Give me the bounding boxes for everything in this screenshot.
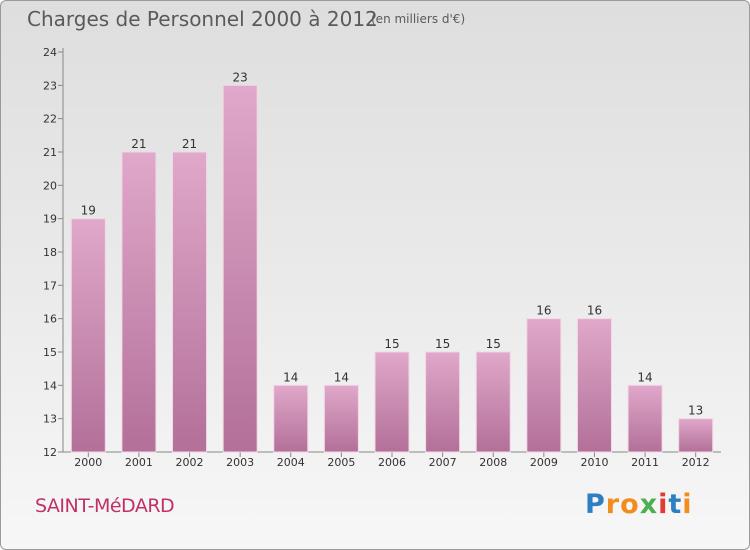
bar — [273, 384, 309, 453]
data-label: 14 — [283, 370, 298, 384]
data-label: 23 — [233, 70, 248, 84]
data-label: 16 — [587, 304, 602, 318]
data-label: 21 — [182, 137, 197, 151]
bar — [627, 384, 663, 453]
y-tick-label: 17 — [43, 279, 57, 292]
x-tick-label: 2001 — [125, 456, 153, 469]
data-label: 15 — [435, 337, 450, 351]
x-tick-label: 2009 — [530, 456, 558, 469]
data-label: 15 — [384, 337, 399, 351]
bar — [70, 218, 106, 453]
x-tick-label: 2004 — [277, 456, 305, 469]
logo-letter: i — [682, 489, 693, 520]
location-name: SAINT-MéDARD — [35, 495, 175, 517]
data-label: 16 — [536, 304, 551, 318]
y-tick-label: 12 — [43, 446, 57, 459]
y-tick-label: 16 — [43, 313, 57, 326]
y-tick-label: 20 — [43, 179, 57, 192]
logo-letter: P — [585, 489, 606, 520]
x-tick-label: 2008 — [479, 456, 507, 469]
logo-letter: r — [605, 489, 621, 520]
x-tick-label: 2012 — [682, 456, 710, 469]
y-tick-label: 19 — [43, 213, 57, 226]
bar — [678, 418, 714, 453]
data-label: 14 — [637, 370, 652, 384]
x-tick-label: 2011 — [631, 456, 659, 469]
x-tick-label: 2005 — [327, 456, 355, 469]
logo-letter: i — [658, 489, 669, 520]
bar — [323, 384, 359, 453]
y-tick-label: 14 — [43, 379, 57, 392]
data-label: 14 — [334, 370, 349, 384]
chart-title: Charges de Personnel 2000 à 2012 — [27, 7, 378, 31]
x-tick-label: 2002 — [176, 456, 204, 469]
x-tick-label: 2006 — [378, 456, 406, 469]
y-tick-label: 18 — [43, 246, 57, 259]
y-tick-label: 23 — [43, 79, 57, 92]
bar — [374, 351, 410, 453]
data-label: 15 — [486, 337, 501, 351]
y-tick-label: 24 — [43, 46, 57, 59]
bar — [475, 351, 511, 453]
proxiti-logo: Proxiti — [585, 489, 693, 520]
bar — [121, 151, 157, 453]
bar — [526, 318, 562, 453]
logo-letter: t — [668, 489, 683, 520]
bar — [425, 351, 461, 453]
x-tick-label: 2010 — [580, 456, 608, 469]
x-tick-label: 2007 — [429, 456, 457, 469]
bar — [172, 151, 208, 453]
data-label: 21 — [131, 137, 146, 151]
y-tick-label: 13 — [43, 413, 57, 426]
data-label: 19 — [81, 204, 96, 218]
y-tick-label: 21 — [43, 146, 57, 159]
data-label: 13 — [688, 404, 703, 418]
logo-letter: o — [620, 489, 640, 520]
x-tick-label: 2000 — [74, 456, 102, 469]
y-tick-label: 15 — [43, 346, 57, 359]
logo-letter: x — [639, 489, 659, 520]
x-tick-label: 2003 — [226, 456, 254, 469]
bar — [222, 84, 258, 453]
y-tick-label: 22 — [43, 113, 57, 126]
bar — [576, 318, 612, 453]
chart-subtitle: (en milliers d'€) — [371, 12, 466, 26]
